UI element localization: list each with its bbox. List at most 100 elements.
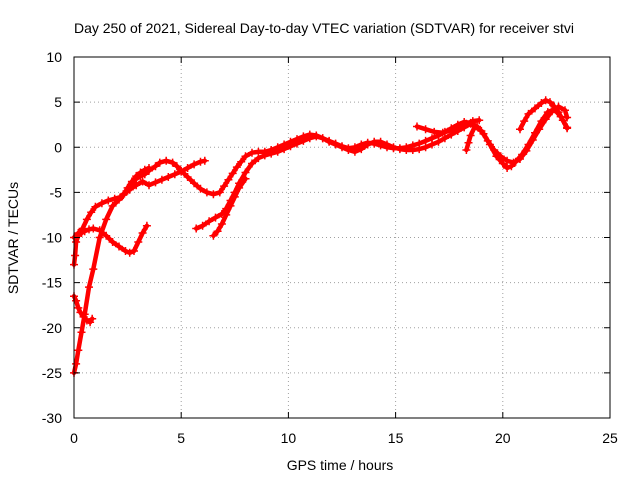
data-point (145, 181, 153, 190)
data-point (145, 166, 153, 175)
data-point (72, 359, 81, 368)
data-point (241, 152, 250, 161)
x-tick-label: 0 (70, 430, 78, 446)
data-point (563, 113, 572, 122)
data-point (211, 213, 220, 222)
data-point (142, 221, 151, 230)
data-point (151, 162, 160, 171)
data-point (561, 106, 569, 115)
data-point (280, 145, 289, 154)
data-point (108, 238, 117, 246)
data-point (213, 227, 222, 236)
data-point (80, 310, 89, 319)
data-point (462, 119, 471, 128)
data-point (130, 247, 138, 255)
data-point (138, 229, 147, 237)
data-point (395, 144, 404, 153)
x-tick-label: 15 (388, 430, 404, 446)
data-point (524, 109, 533, 118)
x-tick-label: 10 (281, 430, 297, 446)
data-point (383, 143, 391, 152)
data-point (554, 108, 563, 117)
data-point (293, 139, 301, 148)
data-point (248, 148, 256, 157)
data-point (468, 117, 477, 126)
data-point (162, 156, 171, 165)
data-point (136, 172, 145, 181)
data-point (95, 233, 104, 242)
data-point (155, 158, 164, 167)
data-point (237, 157, 246, 166)
data-point (520, 117, 529, 126)
data-point (490, 146, 499, 154)
data-point (85, 225, 93, 234)
data-point (546, 98, 554, 107)
data-point (363, 138, 372, 147)
data-point (74, 346, 83, 355)
data-point (230, 192, 239, 201)
data-point (183, 164, 192, 172)
data-point (413, 122, 421, 131)
data-point (226, 201, 235, 210)
data-point (318, 134, 327, 143)
series-track-e (119, 156, 209, 199)
data-point (74, 303, 83, 312)
x-axis-title: GPS time / hours (287, 457, 394, 473)
data-point (516, 125, 524, 134)
data-point (134, 238, 143, 246)
data-point (496, 152, 505, 161)
axis-ticks: 0 5 10 15 20 25 -30 -25 -20 -15 -10 -5 0 5 10 (42, 49, 618, 446)
data-point (125, 185, 134, 194)
data-point (528, 136, 537, 144)
data-point (344, 144, 353, 153)
data-point (190, 160, 199, 169)
data-point (157, 175, 166, 184)
data-point (541, 96, 550, 105)
data-point (541, 115, 550, 124)
data-point (110, 194, 119, 203)
data-point (78, 224, 87, 233)
data-point (438, 128, 447, 137)
data-point (254, 154, 263, 163)
data-point (72, 238, 81, 246)
data-point (537, 99, 546, 107)
data-point (503, 156, 512, 165)
data-point (338, 142, 346, 151)
data-point (77, 328, 86, 337)
data-point (503, 164, 512, 172)
data-point (192, 224, 201, 233)
data-point (376, 141, 385, 150)
data-series (70, 96, 572, 377)
data-point (209, 231, 218, 240)
data-point (88, 314, 97, 323)
data-point (483, 136, 492, 145)
data-point (415, 139, 424, 148)
data-point (235, 183, 244, 192)
data-point (563, 124, 572, 133)
data-point (198, 221, 207, 230)
data-point (97, 199, 106, 208)
data-point (462, 146, 471, 154)
data-point (168, 158, 177, 167)
series-track-j (516, 96, 572, 134)
data-point (202, 188, 211, 197)
data-point (217, 220, 226, 228)
y-tick-label: -15 (42, 275, 62, 291)
data-point (222, 210, 231, 219)
data-point (215, 188, 224, 197)
data-point (408, 141, 417, 150)
data-point (357, 140, 366, 149)
data-point (102, 215, 111, 224)
series-track-h (413, 116, 484, 137)
data-point (535, 125, 544, 134)
data-point (305, 134, 314, 143)
data-point (430, 127, 439, 136)
y-tick-label: 10 (46, 49, 62, 65)
data-point (550, 102, 559, 111)
data-point (558, 116, 567, 125)
data-point (209, 190, 218, 199)
y-tick-label: -10 (42, 230, 62, 246)
y-tick-label: -30 (42, 410, 62, 426)
data-point (177, 167, 186, 176)
x-tick-label: 5 (177, 430, 185, 446)
